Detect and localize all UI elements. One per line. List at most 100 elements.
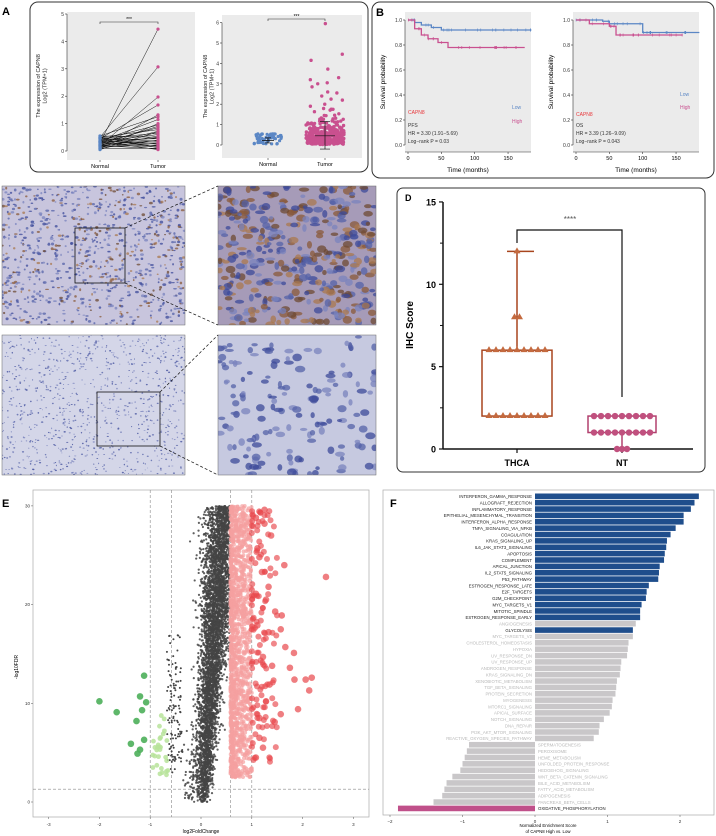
cell-nucleus	[240, 215, 248, 219]
cell-nucleus	[167, 249, 171, 251]
cell-nucleus	[130, 468, 133, 471]
cell-nucleus	[68, 404, 71, 407]
cell-nucleus	[219, 285, 226, 291]
cell-nucleus	[167, 452, 169, 454]
cell-nucleus	[121, 263, 124, 267]
cell-nucleus	[128, 363, 130, 365]
cell-nucleus	[280, 234, 286, 240]
cell-nucleus	[15, 369, 18, 371]
cell-nucleus	[29, 460, 32, 463]
cell-nucleus	[126, 465, 129, 467]
cell-nucleus	[15, 385, 17, 388]
cell-nucleus	[123, 211, 126, 215]
cell-nucleus	[180, 266, 185, 269]
ns-gene-point	[195, 554, 198, 557]
cell-nucleus	[364, 272, 375, 278]
normal-point	[270, 132, 275, 136]
cell-nucleus	[84, 369, 87, 371]
cell-nucleus	[311, 255, 318, 263]
cell-nucleus	[94, 473, 97, 475]
thca-point	[534, 346, 542, 353]
thca-point	[513, 346, 521, 353]
cell-nucleus	[122, 342, 124, 344]
tumor-point	[332, 141, 337, 145]
cell-nucleus	[64, 219, 67, 222]
cell-nucleus	[65, 464, 68, 465]
cell-nucleus	[126, 252, 130, 255]
tumor-point	[339, 119, 343, 123]
cell-nucleus	[152, 246, 155, 249]
cell-nucleus	[105, 422, 108, 424]
cell-nucleus	[142, 236, 145, 240]
cell-nucleus	[128, 352, 132, 355]
cell-nucleus	[168, 281, 172, 284]
cell-nucleus	[95, 340, 98, 342]
cell-nucleus	[128, 207, 133, 211]
cell-nucleus	[58, 378, 61, 380]
cell-nucleus	[141, 438, 144, 441]
cell-nucleus	[164, 473, 167, 475]
cell-nucleus	[143, 361, 146, 363]
cell-nucleus	[130, 358, 133, 361]
cell-nucleus	[43, 353, 45, 355]
cell-nucleus	[73, 285, 78, 289]
cell-nucleus	[17, 266, 20, 269]
cell-nucleus	[117, 215, 122, 219]
cell-nucleus	[149, 293, 153, 296]
cell-nucleus	[54, 257, 58, 261]
cell-nucleus	[7, 203, 10, 206]
cell-nucleus	[113, 356, 116, 358]
cell-nucleus	[19, 417, 22, 420]
cell-nucleus	[82, 186, 87, 189]
cell-nucleus	[95, 298, 99, 302]
cell-nucleus	[116, 387, 118, 390]
cell-nucleus	[171, 423, 173, 425]
cell-nucleus	[129, 452, 132, 454]
tumor-point	[156, 115, 160, 119]
cell-nucleus	[107, 237, 110, 240]
cell-nucleus	[222, 260, 230, 264]
cell-nucleus	[36, 452, 38, 454]
cell-nucleus	[157, 233, 160, 236]
cell-nucleus	[80, 265, 83, 268]
cell-nucleus	[158, 308, 162, 312]
cell-nucleus	[349, 233, 359, 240]
cell-nucleus	[288, 460, 294, 466]
cell-nucleus	[177, 347, 180, 349]
cell-nucleus	[144, 416, 148, 418]
cell-nucleus	[93, 239, 96, 242]
cell-nucleus	[87, 414, 89, 417]
cell-nucleus	[172, 354, 175, 357]
cell-nucleus	[345, 278, 353, 286]
cell-nucleus	[144, 415, 147, 416]
cell-nucleus	[58, 460, 61, 462]
cell-nucleus	[101, 273, 104, 276]
cell-nucleus	[365, 221, 371, 226]
cell-nucleus	[218, 193, 224, 201]
cell-nucleus	[123, 208, 126, 210]
cell-nucleus	[117, 277, 120, 279]
cell-nucleus	[156, 373, 159, 374]
cell-nucleus	[179, 197, 183, 201]
tumor-point	[337, 112, 341, 116]
cell-nucleus	[294, 365, 306, 373]
cell-nucleus	[151, 396, 153, 399]
cell-nucleus	[164, 444, 166, 446]
cell-nucleus	[120, 279, 123, 282]
cell-nucleus	[10, 282, 13, 284]
nt-point	[639, 429, 647, 436]
cell-nucleus	[137, 217, 141, 220]
cell-nucleus	[31, 368, 33, 370]
endpoint-label: OS	[576, 123, 584, 129]
cell-nucleus	[127, 190, 130, 194]
cell-nucleus	[104, 350, 106, 352]
cell-nucleus	[179, 399, 182, 401]
cell-nucleus	[238, 438, 245, 446]
x-tick-label: THCA	[505, 458, 530, 468]
cell-nucleus	[147, 399, 149, 401]
cell-nucleus	[167, 189, 169, 193]
cell-nucleus	[175, 278, 179, 281]
cell-nucleus	[57, 186, 60, 189]
cell-nucleus	[85, 444, 88, 447]
